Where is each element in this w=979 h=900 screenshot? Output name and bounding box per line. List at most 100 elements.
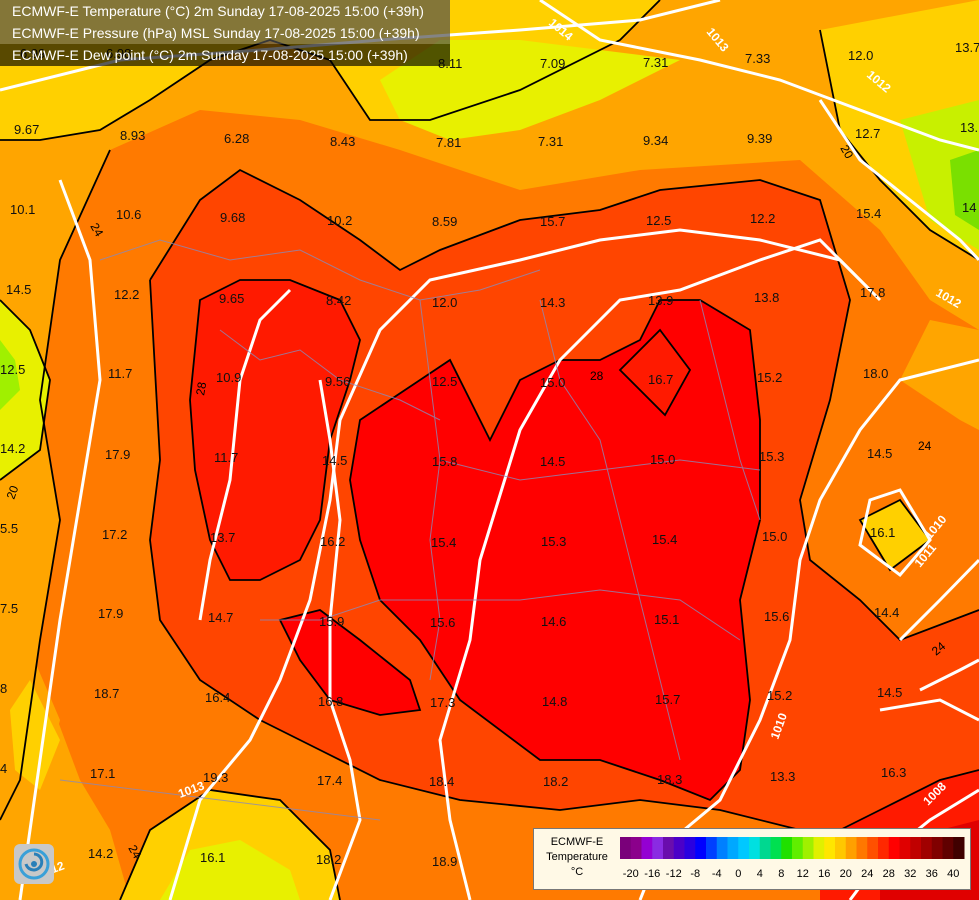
- band-16-west: [0, 300, 50, 480]
- legend-swatch: [921, 837, 933, 859]
- legend-swatch: [684, 837, 696, 859]
- dewpoint-value: 15.2: [767, 688, 792, 703]
- legend-tick-label: 16: [818, 868, 830, 880]
- legend-swatch: [867, 837, 879, 859]
- legend-swatch: [878, 837, 890, 859]
- dewpoint-value: 14.4: [874, 605, 899, 620]
- dewpoint-value: 10.1: [10, 202, 35, 217]
- dewpoint-value: 17.2: [102, 527, 127, 542]
- legend-swatch: [899, 837, 911, 859]
- contour-label: 24: [918, 439, 932, 453]
- dewpoint-value: 17.1: [90, 766, 115, 781]
- legend-variable: Temperature: [546, 851, 608, 863]
- dewpoint-value: 15.4: [856, 206, 881, 221]
- band-16-north: [380, 40, 680, 140]
- legend-unit: °C: [570, 866, 584, 878]
- band-32-small: [280, 610, 420, 715]
- dewpoint-value: 15.8: [432, 454, 457, 469]
- dewpoint-value: 18.2: [543, 774, 568, 789]
- dewpoint-value: 12.5: [432, 374, 457, 389]
- dewpoint-value: 18.3: [657, 772, 682, 787]
- dewpoint-value: 18.2: [316, 852, 341, 867]
- dewpoint-value: 12.2: [114, 287, 139, 302]
- dewpoint-values: 6.996.988.117.097.317.3312.013.79.678.93…: [0, 40, 979, 869]
- dewpoint-value: 14.7: [208, 610, 233, 625]
- dewpoint-value: 14.3: [540, 295, 565, 310]
- legend-swatch: [931, 837, 943, 859]
- legend-caption: ECMWF-E Temperature °C: [538, 835, 616, 880]
- band-16-south: [160, 840, 300, 900]
- legend-tick-label: -12: [666, 868, 682, 880]
- legend-swatch: [663, 837, 675, 859]
- dewpoint-value: 18.4: [429, 774, 454, 789]
- dewpoint-value: 7.5: [0, 601, 18, 616]
- dewpoint-value: 15.1: [654, 612, 679, 627]
- band-32-ne-cell: [620, 330, 690, 415]
- dewpoint-value: 13.7: [210, 530, 235, 545]
- legend-swatch: [792, 837, 804, 859]
- temperature-title: ECMWF-E Temperature (°C) 2m Sunday 17-08…: [0, 0, 450, 22]
- pressure-title: ECMWF-E Pressure (hPa) MSL Sunday 17-08-…: [0, 22, 450, 44]
- dewpoint-value: 18.0: [863, 366, 888, 381]
- dewpoint-value: 7.31: [538, 134, 563, 149]
- legend-swatch: [770, 837, 782, 859]
- dewpoint-value: 9.34: [643, 133, 668, 148]
- legend-swatch: [835, 837, 847, 859]
- dewpoint-value: 18.7: [94, 686, 119, 701]
- color-legend: ECMWF-E Temperature °C -20 -16 -12 -8 -4 0 4 8 1…: [533, 828, 971, 890]
- swirl-icon: [18, 848, 50, 880]
- dewpoint-value: 15.7: [540, 214, 565, 229]
- legend-swatch: [759, 837, 771, 859]
- dewpoint-value: 8.43: [330, 134, 355, 149]
- dewpoint-value: 16.1: [870, 525, 895, 540]
- legend-swatch: [641, 837, 653, 859]
- dewpoint-value: 14.5: [540, 454, 565, 469]
- legend-tick-label: -16: [644, 868, 660, 880]
- dewpoint-value: 14: [962, 200, 976, 215]
- band-12-west: [0, 340, 20, 410]
- legend-swatch: [845, 837, 857, 859]
- dewpoint-value: 17.9: [105, 447, 130, 462]
- band-32-central: [350, 300, 760, 800]
- legend-swatch: [673, 837, 685, 859]
- dewpoint-value: 17.3: [430, 695, 455, 710]
- dewpoint-value: 8.42: [326, 293, 351, 308]
- legend-swatch: [620, 837, 632, 859]
- dewpoint-value: 19.3: [203, 770, 228, 785]
- legend-tick-label: 36: [926, 868, 938, 880]
- band-32-west: [190, 280, 360, 580]
- dewpoint-value: 14.2: [0, 441, 25, 456]
- dewpoint-value: 5.5: [0, 521, 18, 536]
- dewpoint-value: 4: [0, 761, 7, 776]
- dewpoint-value: 13.3: [770, 769, 795, 784]
- dewpoint-value: 15.6: [430, 615, 455, 630]
- provider-logo: [14, 844, 54, 884]
- legend-tick-label: -4: [712, 868, 722, 880]
- dewpoint-value: 8.93: [120, 128, 145, 143]
- band-12-east: [950, 150, 979, 230]
- dewpoint-value: 16.7: [648, 372, 673, 387]
- dewpoint-value: 12.0: [432, 295, 457, 310]
- legend-tick-label: 4: [757, 868, 763, 880]
- dewpoint-value: 16.4: [205, 690, 230, 705]
- legend-tick-label: 40: [947, 868, 959, 880]
- legend-swatch: [888, 837, 900, 859]
- contour-label: 20: [837, 143, 856, 162]
- dewpoint-value: 7.33: [745, 51, 770, 66]
- legend-colorbar: -20 -16 -12 -8 -4 0 4 8 12 16 20 24 28 32 36 40: [620, 837, 965, 880]
- dewpoint-value: 7.31: [643, 55, 668, 70]
- legend-swatch: [630, 837, 642, 859]
- dewpoint-value: 13.7: [955, 40, 979, 55]
- legend-swatch: [781, 837, 793, 859]
- legend-swatch: [824, 837, 836, 859]
- dewpoint-value: 11.7: [214, 450, 238, 465]
- legend-swatch: [802, 837, 814, 859]
- contour-label: 20: [4, 483, 22, 501]
- dewpoint-value: 14.5: [6, 282, 31, 297]
- dewpoint-value: 13.8: [754, 290, 779, 305]
- contour-label: 24: [125, 843, 144, 862]
- dewpoint-value: 9.68: [220, 210, 245, 225]
- dewpoint-value: 10.2: [327, 213, 352, 228]
